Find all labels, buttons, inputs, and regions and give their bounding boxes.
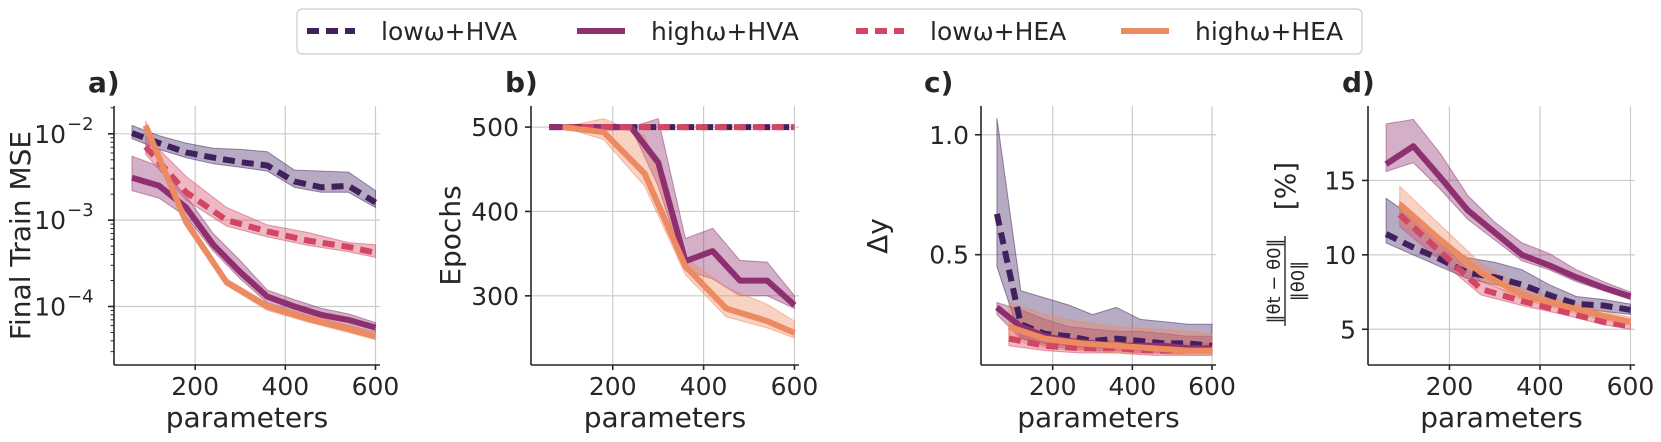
plot-area <box>549 118 797 339</box>
plot-area <box>1384 118 1632 330</box>
y-tick-label: 10 <box>34 120 66 149</box>
legend-label: lowω+HVA <box>381 17 517 46</box>
series-line-highHEA <box>1007 323 1212 354</box>
legend-label: lowω+HEA <box>930 17 1066 46</box>
legend-entry-lowHEA: lowω+HEA <box>856 17 1066 46</box>
gridlines <box>114 106 380 365</box>
series-line-lowHVA <box>130 130 378 206</box>
x-tick-label: 200 <box>1426 372 1474 401</box>
legend-entry-highHEA: highω+HEA <box>1121 17 1343 46</box>
series-line-highHEA <box>1397 201 1632 325</box>
x-axis-label: parameters <box>584 401 746 434</box>
legend-frame <box>296 8 1363 55</box>
y-axis-label: Δy <box>861 218 894 254</box>
x-tick-label: 200 <box>1029 372 1077 401</box>
gridlines <box>981 106 1216 365</box>
x-axis-label: parameters <box>1017 401 1179 434</box>
x-tick-label: 400 <box>261 372 309 401</box>
x-tick-label: 200 <box>171 372 219 401</box>
x-tick-label: 400 <box>1516 372 1564 401</box>
x-tick-label: 600 <box>1607 372 1655 401</box>
series-line-highHVA <box>549 124 797 308</box>
y-tick-label: 15 <box>1324 166 1356 195</box>
y-label-numerator: ‖θt − θ0‖ <box>1264 238 1285 323</box>
legend-label: highω+HVA <box>651 17 799 46</box>
y-tick-exponent: −2 <box>67 114 94 135</box>
plot-area <box>993 117 1213 356</box>
plot-area <box>130 120 378 341</box>
y-tick-base: 10 <box>34 292 66 321</box>
panel-label: d) <box>1342 66 1375 99</box>
x-axis-label: parameters <box>166 401 328 434</box>
band-highHVA <box>1385 118 1631 301</box>
panel-label: a) <box>88 66 120 99</box>
y-tick-label: 10 <box>34 206 66 235</box>
y-tick-label: 0.5 <box>929 241 969 270</box>
series-line-lowHEA <box>1397 212 1631 330</box>
legend-entry-highHVA: highω+HVA <box>577 17 799 46</box>
y-label-unit: [%] <box>1269 162 1302 210</box>
y-tick-label: 10 <box>1324 241 1356 270</box>
legend: lowω+HVA highω+HVA lowω+HEA highω+HEA <box>296 8 1363 55</box>
series-line-lowHVA <box>1384 231 1631 313</box>
panel-label: c) <box>924 66 953 99</box>
x-tick-label: 600 <box>1188 372 1236 401</box>
y-tick-label: 500 <box>471 113 519 142</box>
y-axis-label: Epochs <box>434 185 467 285</box>
panel-b: 200 400 600 300 400 500 b) parameters Epochs <box>434 66 818 434</box>
x-axis-label: parameters <box>1420 401 1582 434</box>
x-tick-label: 600 <box>771 372 819 401</box>
x-tick-label: 200 <box>589 372 637 401</box>
y-axis-label: Final Train MSE <box>4 131 37 340</box>
y-tick-exponent: −3 <box>67 200 94 221</box>
y-tick-base: 10 <box>34 206 66 235</box>
y-label-denominator: ‖θ0‖ <box>1288 261 1309 301</box>
panel-c: 200 400 600 0.5 1.0 c) parameters Δy <box>861 66 1236 434</box>
x-tick-label: 400 <box>1108 372 1156 401</box>
legend-label: highω+HEA <box>1195 17 1343 46</box>
y-tick-label: 1.0 <box>929 121 969 150</box>
x-tick-label: 600 <box>352 372 400 401</box>
y-tick-label: 300 <box>471 282 519 311</box>
y-tick-base: 10 <box>34 120 66 149</box>
y-tick-exponent: −4 <box>67 286 94 307</box>
y-tick-label: 10 <box>34 292 66 321</box>
series-line-highHEA <box>142 124 377 340</box>
y-tick-label: 5 <box>1340 315 1356 344</box>
series-line-lowHEA <box>143 144 377 256</box>
band-highHEA <box>1399 185 1631 326</box>
panel-d: 200 400 600 5 10 15 d) parameters ‖θt − θ0‖ ‖θ0‖ [… <box>1264 66 1654 434</box>
panel-label: b) <box>505 66 538 99</box>
x-tick-label: 400 <box>680 372 728 401</box>
y-axis-label: ‖θt − θ0‖ ‖θ0‖ [%] <box>1264 162 1309 326</box>
y-tick-label: 400 <box>471 197 519 226</box>
series-line-highHEA <box>562 124 796 336</box>
series-line-highHVA <box>1384 143 1632 300</box>
legend-entry-lowHVA: lowω+HVA <box>307 17 517 46</box>
